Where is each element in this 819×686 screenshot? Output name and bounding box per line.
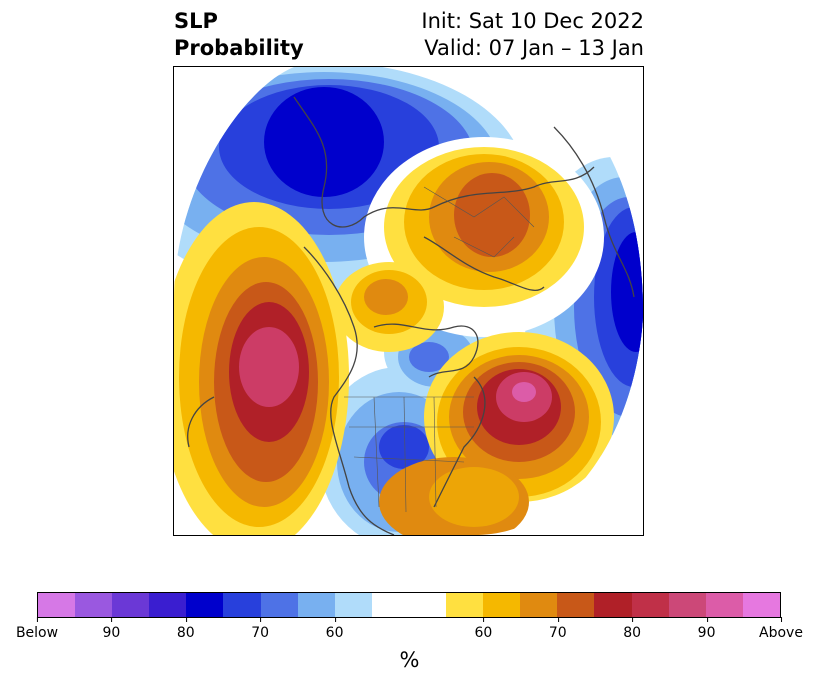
valid-dates: Valid: 07 Jan – 13 Jan [424, 36, 644, 60]
colorbar-tick-label: 70 [549, 617, 567, 641]
colorbar-ticks: Below 90 80 70 60 60 70 80 90 Above [16, 617, 803, 641]
colorbar-segment [112, 593, 150, 617]
colorbar-segment [38, 593, 76, 617]
title-line-2: Probability [174, 36, 304, 60]
colorbar-segment [223, 593, 261, 617]
colorbar-tick-label: 60 [326, 617, 344, 641]
colorbar-tick-label: Below [16, 617, 58, 641]
colorbar-unit-label: % [399, 648, 420, 672]
colorbar-segment [742, 593, 780, 617]
colorbar-segment [705, 593, 743, 617]
probability-map [173, 66, 644, 536]
colorbar-tick-label: 90 [698, 617, 716, 641]
colorbar-segment [631, 593, 669, 617]
colorbar-tick-label: 80 [623, 617, 641, 641]
colorbar-segment [557, 593, 595, 617]
colorbar-segment [446, 593, 484, 617]
map-canvas [174, 67, 643, 535]
colorbar [37, 592, 781, 618]
coastlines [187, 96, 635, 535]
colorbar-segment [594, 593, 632, 617]
colorbar-tick-label: 60 [474, 617, 492, 641]
colorbar-segment [371, 593, 409, 617]
init-date: Init: Sat 10 Dec 2022 [421, 9, 644, 33]
colorbar-segment [186, 593, 224, 617]
political-borders [344, 186, 535, 513]
chart-title: SLP Probability [174, 8, 304, 62]
colorbar-tick-label: 70 [251, 617, 269, 641]
colorbar-segment [75, 593, 113, 617]
colorbar-segment [149, 593, 187, 617]
high-anomaly-arctic [334, 262, 444, 352]
title-line-1: SLP [174, 9, 218, 33]
colorbar-segment [520, 593, 558, 617]
forecast-dates: Init: Sat 10 Dec 2022 Valid: 07 Jan – 13… [421, 8, 644, 62]
colorbar-tick-label: 80 [177, 617, 195, 641]
colorbar-tick-label: Above [759, 617, 803, 641]
high-anomaly-north-pacific [174, 202, 349, 535]
colorbar-segment [668, 593, 706, 617]
colorbar-segment [297, 593, 335, 617]
colorbar-segment [260, 593, 298, 617]
colorbar-segment [408, 593, 447, 617]
high-anomaly-north-atlantic [379, 332, 614, 535]
colorbar-segment [334, 593, 372, 617]
colorbar-tick-label: 90 [102, 617, 120, 641]
colorbar-segment [483, 593, 521, 617]
